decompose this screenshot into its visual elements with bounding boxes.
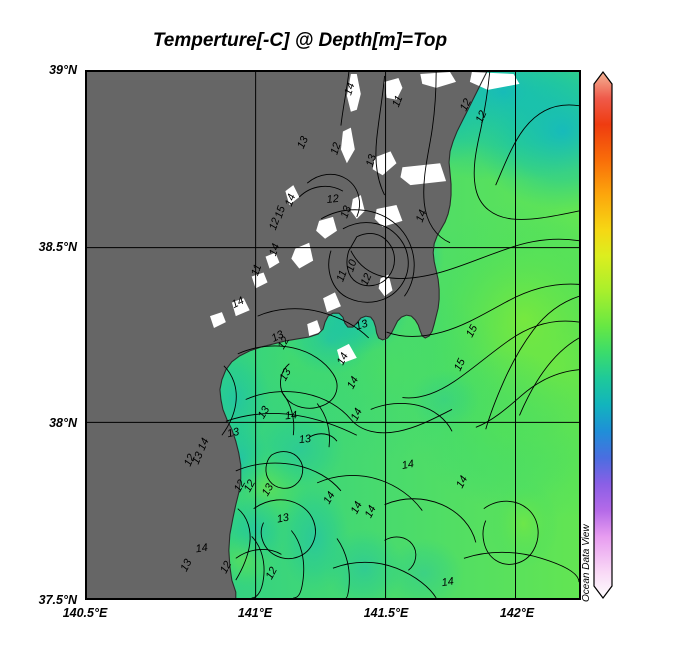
temperature-field-svg: 14 11 12 12 13 12 13 12 13 14 15 14 12 1… bbox=[87, 72, 579, 598]
svg-text:13: 13 bbox=[226, 426, 240, 440]
svg-text:14: 14 bbox=[283, 192, 298, 208]
svg-text:15: 15 bbox=[273, 204, 288, 220]
svg-text:13: 13 bbox=[364, 153, 379, 168]
svg-text:13: 13 bbox=[338, 204, 353, 220]
svg-text:13: 13 bbox=[270, 329, 286, 345]
svg-text:13: 13 bbox=[190, 450, 206, 466]
y-tick-38n: 38°N bbox=[49, 416, 77, 430]
svg-text:12: 12 bbox=[182, 452, 198, 468]
svg-text:14: 14 bbox=[321, 490, 337, 507]
svg-text:14: 14 bbox=[349, 500, 365, 516]
svg-text:12: 12 bbox=[474, 109, 490, 125]
page-title: Temperture[-C] @ Depth[m]=Top bbox=[152, 30, 448, 51]
svg-text:14: 14 bbox=[363, 504, 379, 520]
coastline bbox=[219, 72, 488, 598]
svg-text:14: 14 bbox=[195, 542, 209, 556]
graticule bbox=[87, 72, 579, 598]
x-tick-141e: 141°E bbox=[237, 606, 273, 620]
y-tick-39n: 39°N bbox=[49, 63, 77, 77]
svg-text:11: 11 bbox=[249, 263, 264, 278]
svg-text:12: 12 bbox=[328, 141, 343, 156]
svg-text:12: 12 bbox=[264, 565, 280, 581]
colorbar[interactable]: 30 25 20 15 10 5 0 bbox=[593, 70, 613, 600]
svg-text:13: 13 bbox=[295, 135, 311, 151]
svg-text:14: 14 bbox=[267, 242, 282, 258]
svg-text:12: 12 bbox=[276, 335, 292, 352]
svg-text:12: 12 bbox=[218, 559, 234, 575]
svg-text:11: 11 bbox=[334, 269, 349, 284]
svg-text:12: 12 bbox=[232, 478, 248, 494]
colorbar-gradient bbox=[593, 71, 613, 599]
svg-text:11: 11 bbox=[390, 94, 405, 109]
svg-text:12: 12 bbox=[326, 193, 339, 206]
svg-text:13: 13 bbox=[298, 433, 311, 446]
svg-text:13: 13 bbox=[256, 404, 272, 421]
odv-watermark: Ocean Data View bbox=[581, 524, 592, 602]
svg-text:13: 13 bbox=[354, 318, 369, 333]
svg-text:12: 12 bbox=[267, 216, 282, 232]
svg-text:14: 14 bbox=[345, 375, 361, 391]
svg-text:13: 13 bbox=[260, 482, 276, 499]
svg-text:14: 14 bbox=[284, 409, 297, 422]
x-tick-141-5e: 141.5°E bbox=[363, 606, 409, 620]
svg-text:14: 14 bbox=[414, 208, 429, 224]
svg-text:12: 12 bbox=[242, 478, 258, 494]
y-tick-37-5n: 37.5°N bbox=[38, 593, 77, 607]
svg-text:14: 14 bbox=[335, 351, 351, 367]
svg-text:14: 14 bbox=[454, 474, 470, 490]
x-tick-140-5e: 140.5°E bbox=[62, 606, 108, 620]
svg-text:13: 13 bbox=[277, 367, 293, 383]
svg-text:14: 14 bbox=[441, 575, 455, 589]
y-tick-38-5n: 38.5°N bbox=[38, 240, 77, 254]
map-plot-area[interactable]: 14 11 12 12 13 12 13 12 13 14 15 14 12 1… bbox=[85, 70, 581, 600]
svg-text:14: 14 bbox=[230, 295, 246, 311]
svg-text:12: 12 bbox=[458, 97, 474, 113]
colorbar-svg bbox=[593, 71, 613, 599]
svg-text:13: 13 bbox=[178, 557, 194, 573]
svg-text:12: 12 bbox=[359, 272, 375, 288]
isotherm-contours bbox=[221, 72, 579, 598]
svg-text:10: 10 bbox=[344, 258, 359, 273]
x-tick-142e: 142°E bbox=[499, 606, 535, 620]
contour-labels: 14 11 12 12 13 12 13 12 13 14 15 14 12 1… bbox=[178, 81, 489, 589]
svg-text:14: 14 bbox=[196, 436, 212, 452]
svg-text:14: 14 bbox=[401, 458, 415, 472]
svg-text:13: 13 bbox=[276, 512, 290, 526]
svg-text:14: 14 bbox=[342, 81, 357, 96]
svg-text:14: 14 bbox=[349, 406, 365, 422]
